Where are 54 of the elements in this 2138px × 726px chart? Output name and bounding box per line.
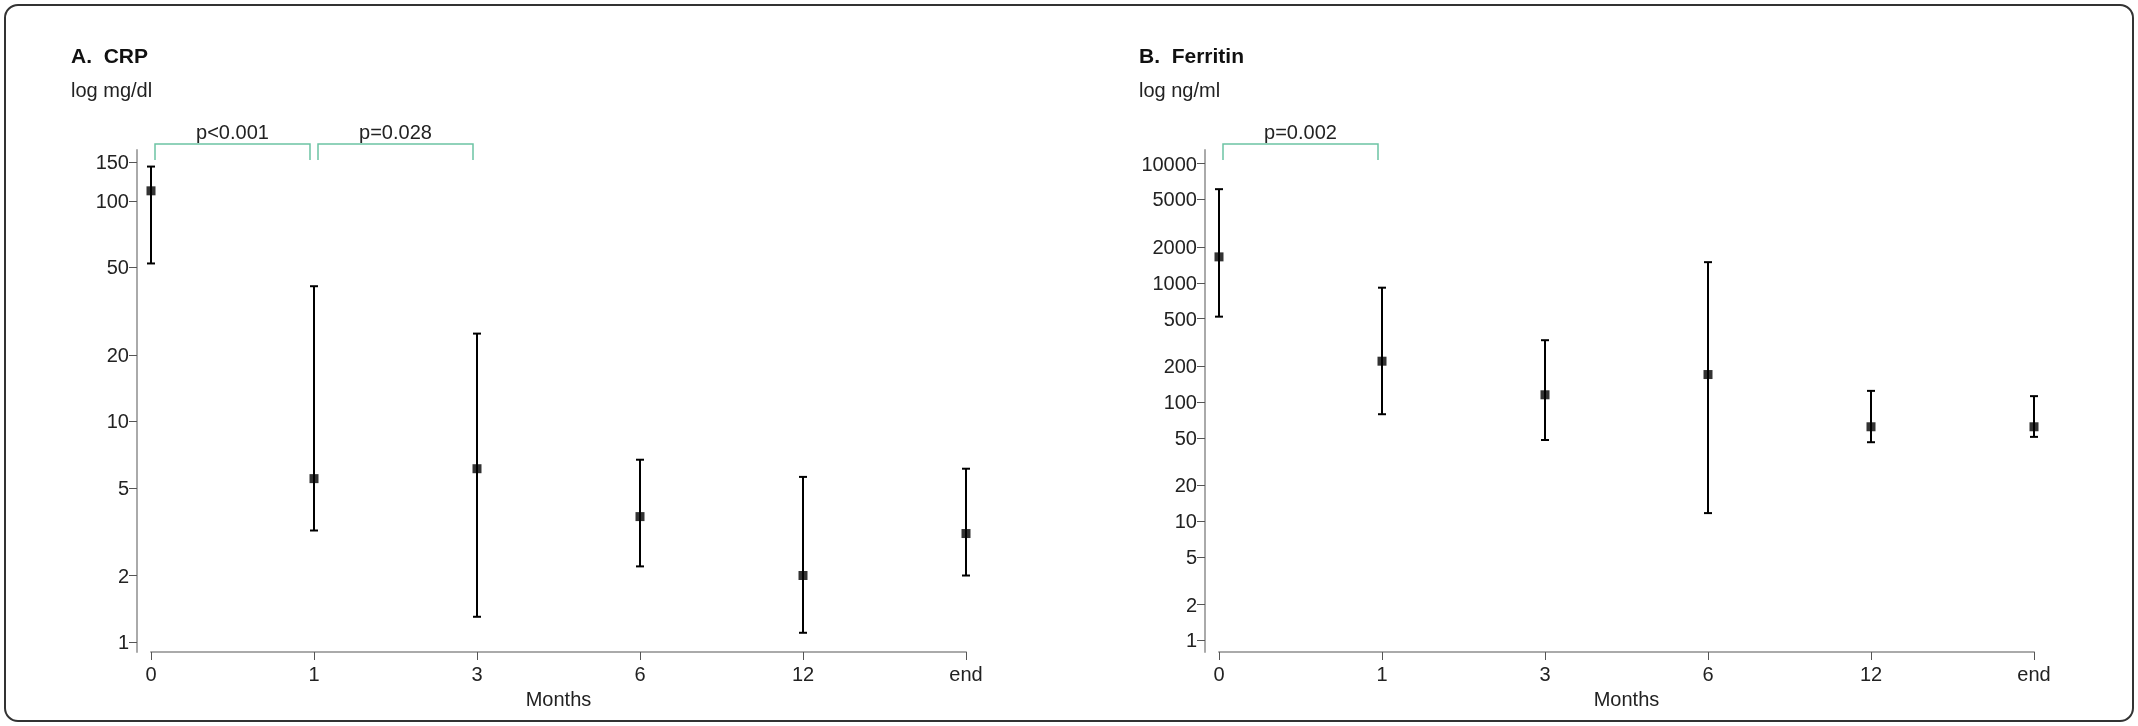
y-tick-label: 50: [1174, 426, 1197, 449]
x-tick-label: 12: [1859, 663, 1883, 685]
point: [2029, 422, 2039, 432]
y-tick-label: 100: [95, 189, 129, 212]
y-tick-label: 200: [1163, 355, 1197, 378]
x-tick-label: 6: [1702, 663, 1714, 685]
point: [798, 571, 808, 581]
point: [1540, 390, 1550, 400]
text: p<0.001: [196, 121, 269, 143]
y-tick-label: 150: [95, 150, 129, 173]
y-tick-label: 50: [106, 256, 129, 279]
point: [1866, 422, 1876, 432]
chart-title: A. CRP: [71, 44, 149, 67]
text: p=0.028: [359, 121, 432, 143]
y-tick-label: 20: [106, 343, 129, 366]
y-tick-label: 2: [117, 564, 129, 587]
point: [635, 512, 645, 522]
x-tick-label: 3: [1539, 663, 1551, 685]
x-tick-label: end: [2017, 663, 2051, 685]
x-tick-label: 6: [634, 663, 646, 685]
y-tick-label: 5000: [1152, 188, 1197, 211]
y-tick-label: 5: [117, 476, 129, 499]
x-axis-title: Months: [525, 687, 592, 710]
point: [146, 186, 156, 196]
y-tick-label: 10: [1174, 510, 1197, 533]
x-tick-label: 3: [471, 663, 483, 685]
y-tick-label: 1: [117, 630, 129, 653]
y-tick-label: 500: [1163, 307, 1197, 330]
point: [1703, 370, 1713, 380]
y-tick-label: 20: [1174, 474, 1197, 497]
x-tick-label: 0: [145, 663, 157, 685]
point: [309, 474, 319, 484]
x-tick-label: 1: [1376, 663, 1388, 685]
x-tick-label: 12: [791, 663, 815, 685]
text: p=0.002: [1264, 121, 1337, 143]
point: [472, 464, 482, 474]
x-tick-label: end: [949, 663, 983, 685]
point: [961, 529, 971, 539]
x-tick-label: 1: [308, 663, 320, 685]
point: [1214, 252, 1224, 262]
y-tick-label: 10000: [1141, 152, 1197, 175]
y-axis-title: log mg/dl: [71, 79, 153, 101]
y-tick-label: 10: [106, 410, 129, 433]
y-axis-title: log ng/ml: [1139, 79, 1221, 101]
y-tick-label: 100: [1163, 391, 1197, 414]
point: [1377, 356, 1387, 366]
y-tick-label: 1000: [1152, 271, 1197, 294]
y-tick-label: 1: [1185, 629, 1197, 652]
chart-title: B. Ferritin: [1139, 44, 1245, 67]
y-tick-label: 5: [1185, 546, 1197, 569]
x-tick-label: 0: [1213, 663, 1225, 685]
x-axis-title: Months: [1593, 687, 1660, 710]
y-tick-label: 2: [1185, 593, 1197, 616]
y-tick-label: 2000: [1152, 235, 1197, 258]
